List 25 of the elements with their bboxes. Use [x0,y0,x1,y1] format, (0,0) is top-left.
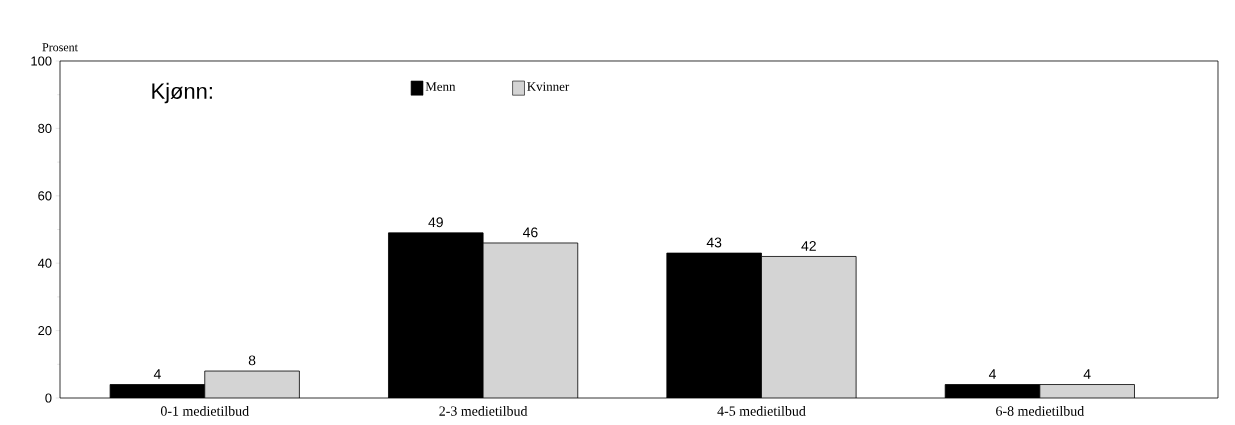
y-tick-label: 40 [37,258,52,268]
data-label: 42 [801,241,816,251]
y-axis-title: Prosent [42,43,78,52]
data-label: 46 [522,227,538,238]
y-tick-label: 0 [45,393,52,403]
x-tick-label: 4-5 medietilbud [717,405,806,416]
legend-label: Menn [425,82,456,91]
legend-title: Kjønn: [152,82,212,104]
data-label: 43 [706,237,722,248]
y-tick-label: 100 [31,56,52,66]
data-label: 49 [428,217,443,228]
data-label: 4 [1083,369,1091,379]
x-tick-label: 2-3 medietilbud [439,405,528,416]
x-tick-label: 6-8 medietilbud [996,405,1085,416]
y-tick-label: 80 [38,123,52,133]
bar [482,242,579,398]
bar [761,256,857,398]
bar [204,370,300,398]
data-label: 4 [988,369,996,379]
y-tick-label: 20 [38,326,52,336]
y-tick-label: 60 [38,191,52,201]
x-tick-label: 0-1 medietilbud [160,405,249,416]
data-label: 8 [248,355,256,366]
data-label: 4 [153,369,161,379]
legend-label: Kvinner [527,82,570,91]
